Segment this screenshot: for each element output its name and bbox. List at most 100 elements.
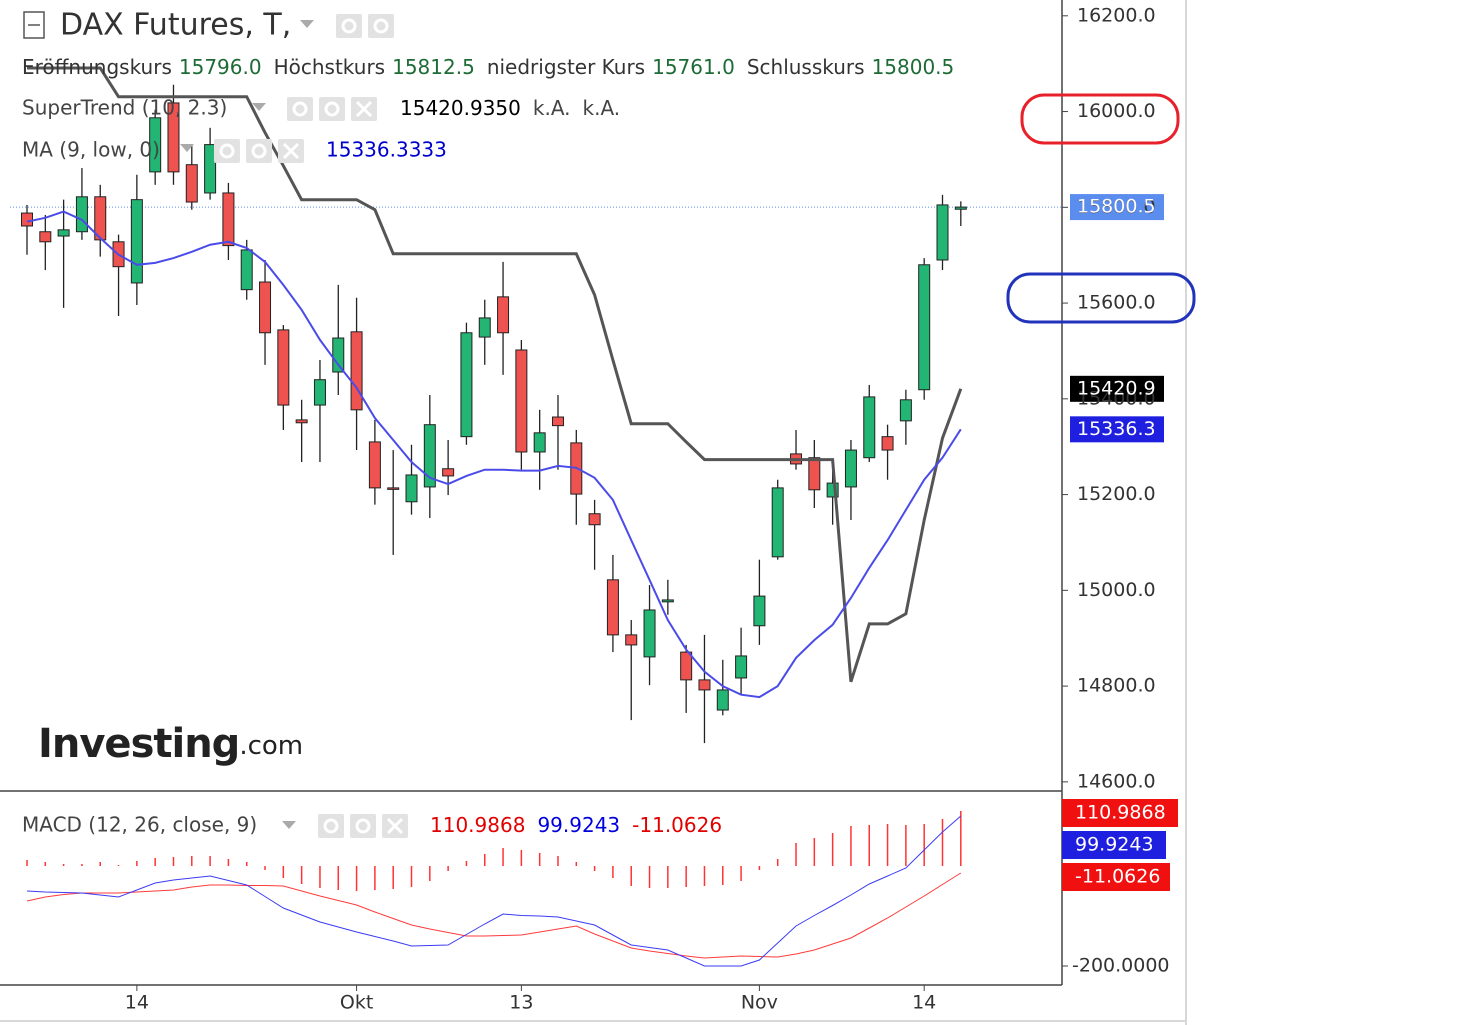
candle-body (478, 317, 491, 338)
indicator-button[interactable] (278, 139, 304, 163)
candle-body (716, 689, 729, 711)
candle-body (643, 609, 656, 658)
indicator-button[interactable] (318, 814, 344, 838)
indicator-line (27, 66, 963, 683)
button-icon (251, 143, 267, 159)
candle-body (899, 399, 912, 422)
candle-body (680, 651, 693, 681)
button-bg (350, 814, 376, 838)
candle-body (533, 432, 546, 453)
candle-body (497, 296, 510, 334)
legend-label: Eröffnungskurs (22, 55, 172, 79)
price-badge (1070, 416, 1164, 443)
indicator-button[interactable] (214, 139, 240, 163)
candle-body (698, 679, 711, 691)
indicator-line (26, 210, 962, 699)
macd-line (26, 815, 962, 967)
legend-label: niedrigster Kurs (487, 55, 645, 79)
button-bg (214, 139, 240, 163)
legend-value: -11.0626 (632, 813, 722, 837)
button-bg (319, 97, 345, 121)
candle-body (387, 487, 400, 490)
candle-body (94, 196, 107, 241)
indicator-button[interactable] (287, 97, 313, 121)
candle-body (259, 281, 272, 334)
candle-body (350, 331, 363, 411)
indicator-button[interactable] (350, 814, 376, 838)
button-icon (219, 143, 235, 159)
button-icon (324, 101, 340, 117)
candle-body (39, 231, 52, 243)
dropdown-arrow[interactable] (252, 103, 266, 111)
candle-body (240, 249, 253, 291)
x-tick-label: 14 (912, 992, 936, 1014)
dropdown-arrow[interactable] (180, 144, 194, 152)
candle-body (625, 634, 638, 646)
legend-values: 110.9868 99.9243 -11.0626 (430, 813, 722, 837)
candle-body (753, 595, 766, 627)
candle-body (551, 416, 564, 427)
x-tick-label: 14 (125, 992, 149, 1014)
y-tick-label: 15600.0 (1077, 292, 1156, 314)
watermark-suffix: .com (239, 731, 303, 761)
y-tick-label: 15800.0 (1077, 196, 1156, 218)
value-badge-label: -11.0626 (1075, 866, 1160, 888)
button-bg (336, 14, 362, 38)
dropdown-arrow[interactable] (300, 20, 314, 28)
candle-body (826, 482, 839, 498)
y-tick-label: 14800.0 (1077, 675, 1156, 697)
y-tick-label: -200.0000 (1072, 955, 1170, 977)
candle-body (954, 206, 967, 210)
dropdown-arrow[interactable] (282, 821, 296, 829)
button-bg (246, 139, 272, 163)
watermark: Investing.com (38, 721, 303, 767)
y-tick-label: 15400.0 (1077, 387, 1156, 409)
candle-body (167, 102, 180, 173)
chart-title: DAX Futures, T, (60, 8, 291, 43)
legend-value: 99.9243 (537, 813, 620, 837)
candle-body (295, 419, 308, 424)
candle-body (735, 655, 748, 679)
candle-body (460, 332, 473, 438)
value-badge-label: 99.9243 (1075, 834, 1154, 856)
candle-body (277, 329, 290, 406)
indicator-button[interactable] (336, 14, 362, 38)
candle-body (75, 196, 88, 233)
y-tick-label: 14600.0 (1077, 770, 1156, 792)
candle-body (368, 441, 381, 489)
legend-value: 15800.5 (872, 55, 955, 79)
button-icon (355, 818, 371, 834)
close-icon (282, 142, 300, 160)
button-bg (287, 97, 313, 121)
highlight-blue (1006, 272, 1196, 324)
y-tick-label: 15200.0 (1077, 483, 1156, 505)
indicator-button[interactable] (246, 139, 272, 163)
button-icon (323, 818, 339, 834)
candle-body (661, 599, 674, 603)
x-tick-label: Okt (340, 992, 373, 1014)
legend-label: Schlusskurs (747, 55, 865, 79)
legend-value: k.A. (533, 96, 571, 120)
indicator-button[interactable] (382, 814, 408, 838)
x-tick-label: Nov (741, 992, 778, 1014)
indicator-button[interactable] (368, 14, 394, 38)
indicator-button[interactable] (351, 97, 377, 121)
candle-body (442, 468, 455, 477)
candle-body (332, 337, 345, 373)
legend-values: 15420.9350 k.A. k.A. (400, 96, 620, 120)
candle-body (918, 264, 931, 391)
watermark-brand: Investing (38, 721, 239, 767)
candle-body (588, 513, 601, 526)
candle-body (313, 379, 326, 406)
indicator-button[interactable] (319, 97, 345, 121)
collapse-box[interactable] (23, 11, 45, 39)
candle-body (222, 192, 235, 247)
button-bg (368, 14, 394, 38)
y-tick-label: 16200.0 (1077, 4, 1156, 26)
price-badge (1070, 194, 1164, 221)
candle-body (863, 396, 876, 459)
candle-body (808, 457, 821, 491)
legend-name: MA (9, low, 0) (22, 138, 160, 162)
